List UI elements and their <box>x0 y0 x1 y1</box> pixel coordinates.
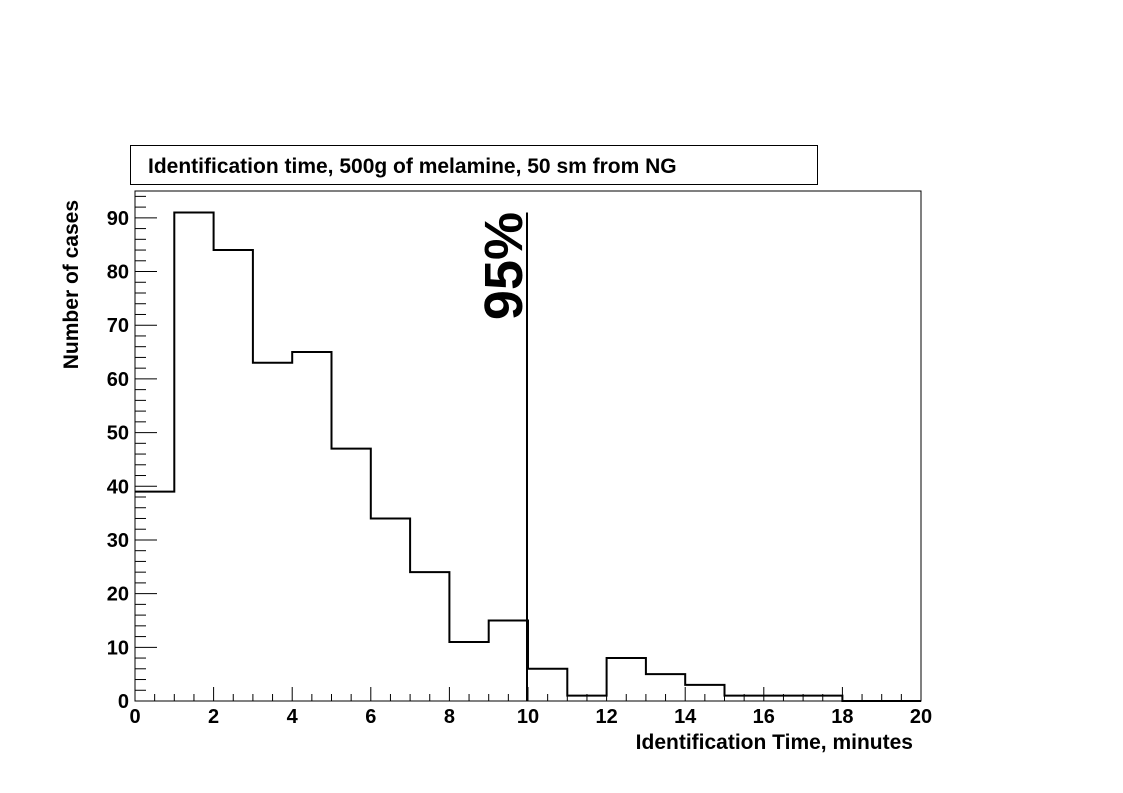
x-axis: 0 2 4 6 8 10 12 14 16 18 20 <box>129 687 932 728</box>
histogram-bin <box>449 642 488 701</box>
histogram-bin <box>489 620 528 701</box>
x-tick-label: 0 <box>129 706 140 728</box>
y-tick-label: 20 <box>107 584 129 606</box>
histogram-bin <box>803 696 842 701</box>
x-tick-label: 18 <box>831 706 853 728</box>
histogram-bin <box>607 658 646 701</box>
chart-title-box: Identification time, 500g of melamine, 5… <box>130 145 818 185</box>
x-tick-label: 12 <box>595 706 617 728</box>
x-axis-label: Identification Time, minutes <box>636 731 913 754</box>
histogram-series-line <box>135 211 921 702</box>
y-tick-label: 70 <box>107 315 129 337</box>
x-tick-label: 6 <box>365 706 376 728</box>
y-tick-label: 50 <box>107 423 129 445</box>
y-tick-label: 0 <box>118 691 129 713</box>
y-tick-label: 10 <box>107 637 129 659</box>
histogram-bin <box>528 669 567 701</box>
histogram-bin <box>646 674 685 701</box>
x-tick-label: 20 <box>910 706 932 728</box>
x-tick-label: 16 <box>753 706 775 728</box>
histogram-bin <box>292 352 331 701</box>
histogram-bin <box>135 492 174 701</box>
histogram-bin <box>371 518 410 701</box>
x-tick-label: 10 <box>517 706 539 728</box>
y-tick-label: 40 <box>107 476 129 498</box>
histogram-bin <box>214 250 253 701</box>
y-tick-label: 30 <box>107 530 129 552</box>
histogram-bin <box>332 449 371 701</box>
chart-title: Identification time, 500g of melamine, 5… <box>148 155 677 178</box>
y-axis: 0 10 20 30 40 50 60 70 80 90 <box>107 195 157 713</box>
y-tick-label: 90 <box>107 208 129 230</box>
histogram-bin <box>174 212 213 701</box>
percentile-marker-label: 95% <box>474 212 534 320</box>
histogram-bin <box>410 572 449 701</box>
histogram-bin <box>253 363 292 701</box>
x-tick-label: 2 <box>208 706 219 728</box>
x-tick-label: 4 <box>287 706 299 728</box>
y-axis-label: Number of cases <box>60 200 83 369</box>
x-tick-label: 8 <box>444 706 455 728</box>
histogram-bin <box>725 696 764 701</box>
histogram-bin <box>567 696 606 701</box>
histogram-bin <box>764 696 803 701</box>
histogram-bin <box>685 685 724 701</box>
y-tick-label: 60 <box>107 369 129 391</box>
x-tick-label: 14 <box>674 706 697 728</box>
y-tick-label: 80 <box>107 262 129 284</box>
